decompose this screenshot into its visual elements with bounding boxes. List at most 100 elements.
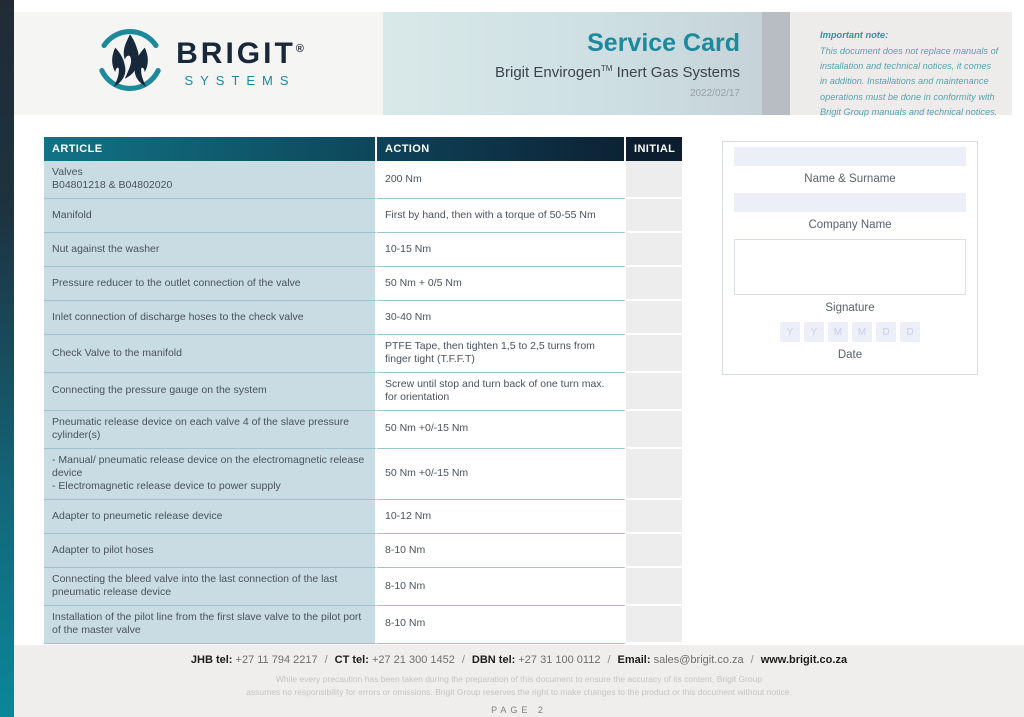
action-cell: 200 Nm — [377, 161, 626, 199]
action-cell: PTFE Tape, then tighten 1,5 to 2,5 turns… — [377, 334, 626, 373]
action-cell: Screw until stop and turn back of one tu… — [377, 372, 626, 411]
action-cell: 8-10 Nm — [377, 567, 626, 606]
page-number: PAGE 2 — [491, 704, 547, 715]
contact-label: Email: — [617, 654, 651, 666]
initial-cell — [626, 567, 682, 606]
name-label: Name & Surname — [804, 173, 896, 185]
footer: JHB tel: +27 11 794 2217 / CT tel: +27 21 … — [14, 645, 1024, 717]
table-row: - Manual/ pneumatic release device on th… — [44, 448, 682, 500]
column-header-action: ACTION — [377, 137, 626, 161]
article-cell: Pneumatic release device on each valve 4… — [44, 410, 377, 449]
contact-separator: / — [750, 654, 754, 666]
action-cell: 10-15 Nm — [377, 232, 626, 267]
signature-box[interactable] — [734, 239, 966, 295]
note-title: Important note: — [820, 30, 889, 40]
brand-text: BRIGIT® SYSTEMS — [176, 37, 304, 89]
initial-cell — [626, 300, 682, 335]
article-cell: Valves B04801218 & B04802020 — [44, 161, 377, 199]
date-box[interactable]: D — [900, 322, 920, 342]
brigit-flame-icon — [93, 24, 167, 103]
header: BRIGIT® SYSTEMS Service Card Brigit Envi… — [14, 12, 1012, 117]
company-label: Company Name — [808, 219, 892, 231]
initial-cell — [626, 372, 682, 411]
article-cell: Inlet connection of discharge hoses to t… — [44, 300, 377, 335]
initial-cell — [626, 533, 682, 568]
action-cell: 50 Nm + 0/5 Nm — [377, 266, 626, 301]
table-row: Pneumatic release device on each valve 4… — [44, 410, 682, 449]
action-cell: 10-12 Nm — [377, 499, 626, 534]
contact-separator: / — [461, 654, 465, 666]
contact-label: DBN tel: — [471, 654, 516, 666]
note-body: This document does not replace manuals o… — [820, 46, 999, 117]
initial-cell — [626, 232, 682, 267]
table-header-row: ARTICLE ACTION INITIAL — [44, 137, 682, 161]
action-cell: 8-10 Nm — [377, 605, 626, 644]
date-label: Date — [837, 349, 863, 361]
left-accent-bar — [0, 0, 14, 717]
contact-value: +27 11 794 2217 — [232, 654, 318, 666]
date-box[interactable]: Y — [804, 322, 824, 342]
initial-cell — [626, 499, 682, 534]
table-row: Inlet connection of discharge hoses to t… — [44, 300, 682, 335]
article-cell: Adapter to pneumetic release device — [44, 499, 377, 534]
brand-name: BRIGIT — [176, 37, 296, 70]
document-date: 2022/02/17 — [689, 88, 740, 99]
brigit-logo: BRIGIT® SYSTEMS — [14, 12, 383, 115]
date-box[interactable]: M — [828, 322, 848, 342]
brand-registered: ® — [295, 43, 304, 55]
contact-value: +27 21 300 1452 — [368, 654, 455, 666]
article-cell: - Manual/ pneumatic release device on th… — [44, 448, 377, 500]
table-row: Connecting the pressure gauge on the sys… — [44, 372, 682, 411]
contact-separator: / — [607, 654, 611, 666]
initial-cell — [626, 448, 682, 500]
table-row: Connecting the bleed valve into the last… — [44, 567, 682, 606]
signature-label: Signature — [825, 302, 875, 314]
initial-cell — [626, 266, 682, 301]
column-header-article: ARTICLE — [44, 137, 377, 161]
date-box[interactable]: D — [876, 322, 896, 342]
article-cell: Nut against the washer — [44, 232, 377, 267]
service-table: ARTICLE ACTION INITIAL Valves B04801218 &… — [44, 137, 682, 644]
action-cell: 30-40 Nm — [377, 300, 626, 335]
title-panel: Service Card Brigit EnvirogenTM Inert Ga… — [383, 12, 762, 115]
action-cell: 8-10 Nm — [377, 533, 626, 568]
contact-value: sales@brigit.co.za — [650, 654, 744, 666]
table-row: Pressure reducer to the outlet connectio… — [44, 266, 682, 301]
important-note: Important note: This document does not r… — [790, 12, 1012, 117]
initial-cell — [626, 334, 682, 373]
initial-cell — [626, 410, 682, 449]
contact-line: JHB tel: +27 11 794 2217 / CT tel: +27 21 … — [14, 654, 1024, 666]
table-row: Check Valve to the manifold PTFE Tape, th… — [44, 334, 682, 373]
trademark-mark: TM — [600, 64, 613, 73]
brand-subtext: SYSTEMS — [184, 73, 296, 88]
article-cell: Check Valve to the manifold — [44, 334, 377, 373]
date-box[interactable]: Y — [780, 322, 800, 342]
header-divider-strip — [762, 12, 790, 115]
table-row: Installation of the pilot line from the … — [44, 605, 682, 644]
disclaimer: While every precaution has been taken du… — [14, 673, 1024, 699]
table-row: Adapter to pneumetic release device 10-12… — [44, 499, 682, 534]
initial-cell — [626, 161, 682, 199]
name-field[interactable] — [734, 147, 966, 166]
date-box[interactable]: M — [852, 322, 872, 342]
company-field[interactable] — [734, 193, 966, 212]
disclaimer-line-1: While every precaution has been taken du… — [275, 674, 763, 684]
action-cell: 50 Nm +0/-15 Nm — [377, 410, 626, 449]
table-row: Adapter to pilot hoses 8-10 Nm — [44, 533, 682, 568]
action-cell: First by hand, then with a torque of 50-… — [377, 198, 626, 233]
contact-label: CT tel: — [334, 654, 369, 666]
article-cell: Pressure reducer to the outlet connectio… — [44, 266, 377, 301]
service-table-rows: Valves B04801218 & B04802020 200 Nm Manifol… — [44, 161, 682, 644]
page-title: Service Card — [587, 29, 740, 57]
contact-separator: / — [324, 654, 328, 666]
article-cell: Manifold — [44, 198, 377, 233]
page-subtitle: Brigit EnvirogenTM Inert Gas Systems — [495, 64, 740, 81]
contact-label: JHB tel: — [190, 654, 233, 666]
column-header-initial: INITIAL — [626, 137, 682, 161]
article-cell: Adapter to pilot hoses — [44, 533, 377, 568]
article-cell: Connecting the pressure gauge on the sys… — [44, 372, 377, 411]
table-row: Nut against the washer 10-15 Nm — [44, 232, 682, 267]
table-row: Valves B04801218 & B04802020 200 Nm — [44, 161, 682, 199]
